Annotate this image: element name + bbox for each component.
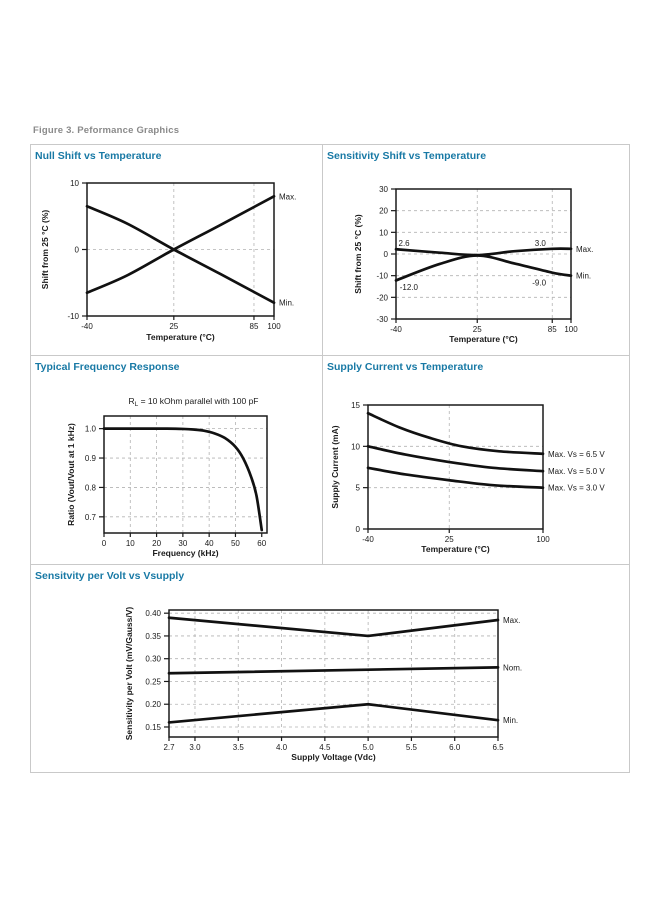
svg-text:20: 20 bbox=[379, 207, 388, 216]
svg-text:2.7: 2.7 bbox=[163, 743, 175, 752]
svg-text:0.7: 0.7 bbox=[85, 513, 97, 522]
svg-text:30: 30 bbox=[379, 185, 388, 194]
svg-text:3.5: 3.5 bbox=[233, 743, 245, 752]
svg-text:40: 40 bbox=[205, 539, 214, 548]
svg-text:100: 100 bbox=[564, 325, 578, 334]
svg-text:0.25: 0.25 bbox=[145, 677, 161, 686]
svg-text:Sensitivity per Volt (mV/Gauss: Sensitivity per Volt (mV/Gauss/V) bbox=[124, 607, 134, 741]
svg-text:0.9: 0.9 bbox=[85, 454, 97, 463]
svg-text:RL = 10 kOhm parallel with 100: RL = 10 kOhm parallel with 100 pF bbox=[128, 396, 258, 408]
svg-text:100: 100 bbox=[536, 535, 550, 544]
svg-text:5.0: 5.0 bbox=[363, 743, 375, 752]
svg-text:Temperature (°C): Temperature (°C) bbox=[449, 334, 518, 344]
figure-grid-row-3: Sensitvity per Volt vs Vsupply 2.7 3.0 3.5… bbox=[31, 564, 629, 772]
svg-text:5: 5 bbox=[356, 484, 361, 493]
svg-text:Min.: Min. bbox=[279, 299, 294, 308]
sensitivity-per-volt-chart: 2.7 3.0 3.5 4.0 4.5 5.0 5.5 6.0 6.5 0.40 0.35 0.30 0… bbox=[124, 607, 522, 762]
panel-sensitivity-shift: Sensitivity Shift vs Temperature -40 25 85… bbox=[323, 145, 629, 355]
svg-text:4.0: 4.0 bbox=[276, 743, 288, 752]
svg-text:10: 10 bbox=[351, 442, 360, 451]
figure-grid: Null Shift vs Temperature -40 25 85 100 10 0-… bbox=[30, 144, 630, 773]
svg-text:Supply Current (mA): Supply Current (mA) bbox=[330, 425, 340, 508]
svg-text:50: 50 bbox=[231, 539, 240, 548]
svg-text:3.0: 3.0 bbox=[189, 743, 201, 752]
svg-text:0: 0 bbox=[356, 525, 361, 534]
svg-text:0.8: 0.8 bbox=[85, 483, 97, 492]
figure-caption: Figure 3. Peformance Graphics bbox=[33, 125, 180, 136]
svg-text:100: 100 bbox=[267, 322, 281, 331]
svg-text:Shift from 25 °C (%): Shift from 25 °C (%) bbox=[40, 210, 50, 290]
svg-text:30: 30 bbox=[178, 539, 187, 548]
panel-supply-current: Supply Current vs Temperature -40 25 100 15… bbox=[323, 356, 629, 564]
svg-text:-10: -10 bbox=[67, 312, 79, 321]
svg-text:0: 0 bbox=[384, 250, 389, 259]
svg-text:Max.: Max. bbox=[279, 192, 296, 201]
svg-text:Max. Vs = 5.0 V: Max. Vs = 5.0 V bbox=[548, 467, 605, 476]
svg-text:-10: -10 bbox=[376, 272, 388, 281]
svg-text:5.5: 5.5 bbox=[406, 743, 418, 752]
panel-title-frequency-response: Typical Frequency Response bbox=[35, 361, 180, 373]
svg-text:Nom.: Nom. bbox=[503, 663, 522, 672]
svg-text:Max.: Max. bbox=[503, 616, 520, 625]
svg-text:0: 0 bbox=[102, 539, 107, 548]
svg-text:Min.: Min. bbox=[503, 716, 518, 725]
frequency-response-chart: 0 10 20 30 40 50 60 1.0 0.9 0.8 0.7 Frequency (kHz)… bbox=[66, 396, 268, 558]
svg-text:85: 85 bbox=[250, 322, 259, 331]
svg-text:-12.0: -12.0 bbox=[400, 283, 419, 292]
svg-text:10: 10 bbox=[70, 179, 79, 188]
svg-text:3.0: 3.0 bbox=[535, 239, 547, 248]
svg-text:-40: -40 bbox=[362, 535, 374, 544]
svg-text:-9.0: -9.0 bbox=[532, 278, 546, 287]
svg-text:25: 25 bbox=[169, 322, 178, 331]
svg-text:4.5: 4.5 bbox=[319, 743, 331, 752]
svg-text:Max. Vs = 6.5 V: Max. Vs = 6.5 V bbox=[548, 450, 605, 459]
panel-sensitivity-per-volt: Sensitvity per Volt vs Vsupply 2.7 3.0 3.5… bbox=[31, 565, 629, 772]
svg-text:-20: -20 bbox=[376, 293, 388, 302]
svg-text:-40: -40 bbox=[81, 322, 93, 331]
svg-text:Frequency (kHz): Frequency (kHz) bbox=[152, 548, 218, 558]
svg-text:0.35: 0.35 bbox=[145, 632, 161, 641]
svg-text:1.0: 1.0 bbox=[85, 425, 97, 434]
panel-null-shift: Null Shift vs Temperature -40 25 85 100 10 0-… bbox=[31, 145, 323, 355]
svg-text:20: 20 bbox=[152, 539, 161, 548]
svg-text:Supply Voltage (Vdc): Supply Voltage (Vdc) bbox=[291, 752, 376, 762]
supply-current-chart: -40 25 100 15 10 5 0 Max. Vs = 6.5 V Max. Vs = 5… bbox=[330, 401, 605, 554]
svg-text:Max.: Max. bbox=[576, 245, 593, 254]
svg-text:2.6: 2.6 bbox=[399, 239, 411, 248]
panel-title-sensitivity-shift: Sensitivity Shift vs Temperature bbox=[327, 150, 487, 162]
svg-text:0.20: 0.20 bbox=[145, 700, 161, 709]
svg-text:0.30: 0.30 bbox=[145, 655, 161, 664]
svg-text:Ratio (Vout/Vout at 1 kHz): Ratio (Vout/Vout at 1 kHz) bbox=[66, 423, 76, 526]
svg-text:Temperature (°C): Temperature (°C) bbox=[421, 544, 490, 554]
panel-frequency-response: Typical Frequency Response 0 10 20 30 40 50 60… bbox=[31, 356, 323, 564]
figure-grid-row-2: Typical Frequency Response 0 10 20 30 40 50 60… bbox=[31, 355, 629, 564]
svg-text:Shift from 25 °C (%): Shift from 25 °C (%) bbox=[353, 214, 363, 294]
svg-text:-30: -30 bbox=[376, 315, 388, 324]
svg-text:10: 10 bbox=[126, 539, 135, 548]
svg-text:Max. Vs = 3.0 V: Max. Vs = 3.0 V bbox=[548, 484, 605, 493]
svg-text:25: 25 bbox=[445, 535, 454, 544]
svg-text:25: 25 bbox=[473, 325, 482, 334]
panel-title-sensitivity-per-volt: Sensitvity per Volt vs Vsupply bbox=[35, 570, 185, 582]
svg-text:60: 60 bbox=[257, 539, 266, 548]
svg-text:6.0: 6.0 bbox=[449, 743, 461, 752]
svg-text:6.5: 6.5 bbox=[492, 743, 504, 752]
panel-title-supply-current: Supply Current vs Temperature bbox=[327, 361, 484, 373]
figure-grid-row-1: Null Shift vs Temperature -40 25 85 100 10 0-… bbox=[31, 145, 629, 355]
svg-text:0.40: 0.40 bbox=[145, 609, 161, 618]
svg-text:0.15: 0.15 bbox=[145, 723, 161, 732]
svg-text:Min.: Min. bbox=[576, 272, 591, 281]
svg-text:15: 15 bbox=[351, 401, 360, 410]
panel-title-null-shift: Null Shift vs Temperature bbox=[35, 150, 162, 162]
svg-text:Temperature (°C): Temperature (°C) bbox=[146, 332, 215, 342]
svg-text:10: 10 bbox=[379, 228, 388, 237]
svg-text:85: 85 bbox=[548, 325, 557, 334]
svg-text:0: 0 bbox=[75, 246, 80, 255]
svg-text:-40: -40 bbox=[390, 325, 402, 334]
